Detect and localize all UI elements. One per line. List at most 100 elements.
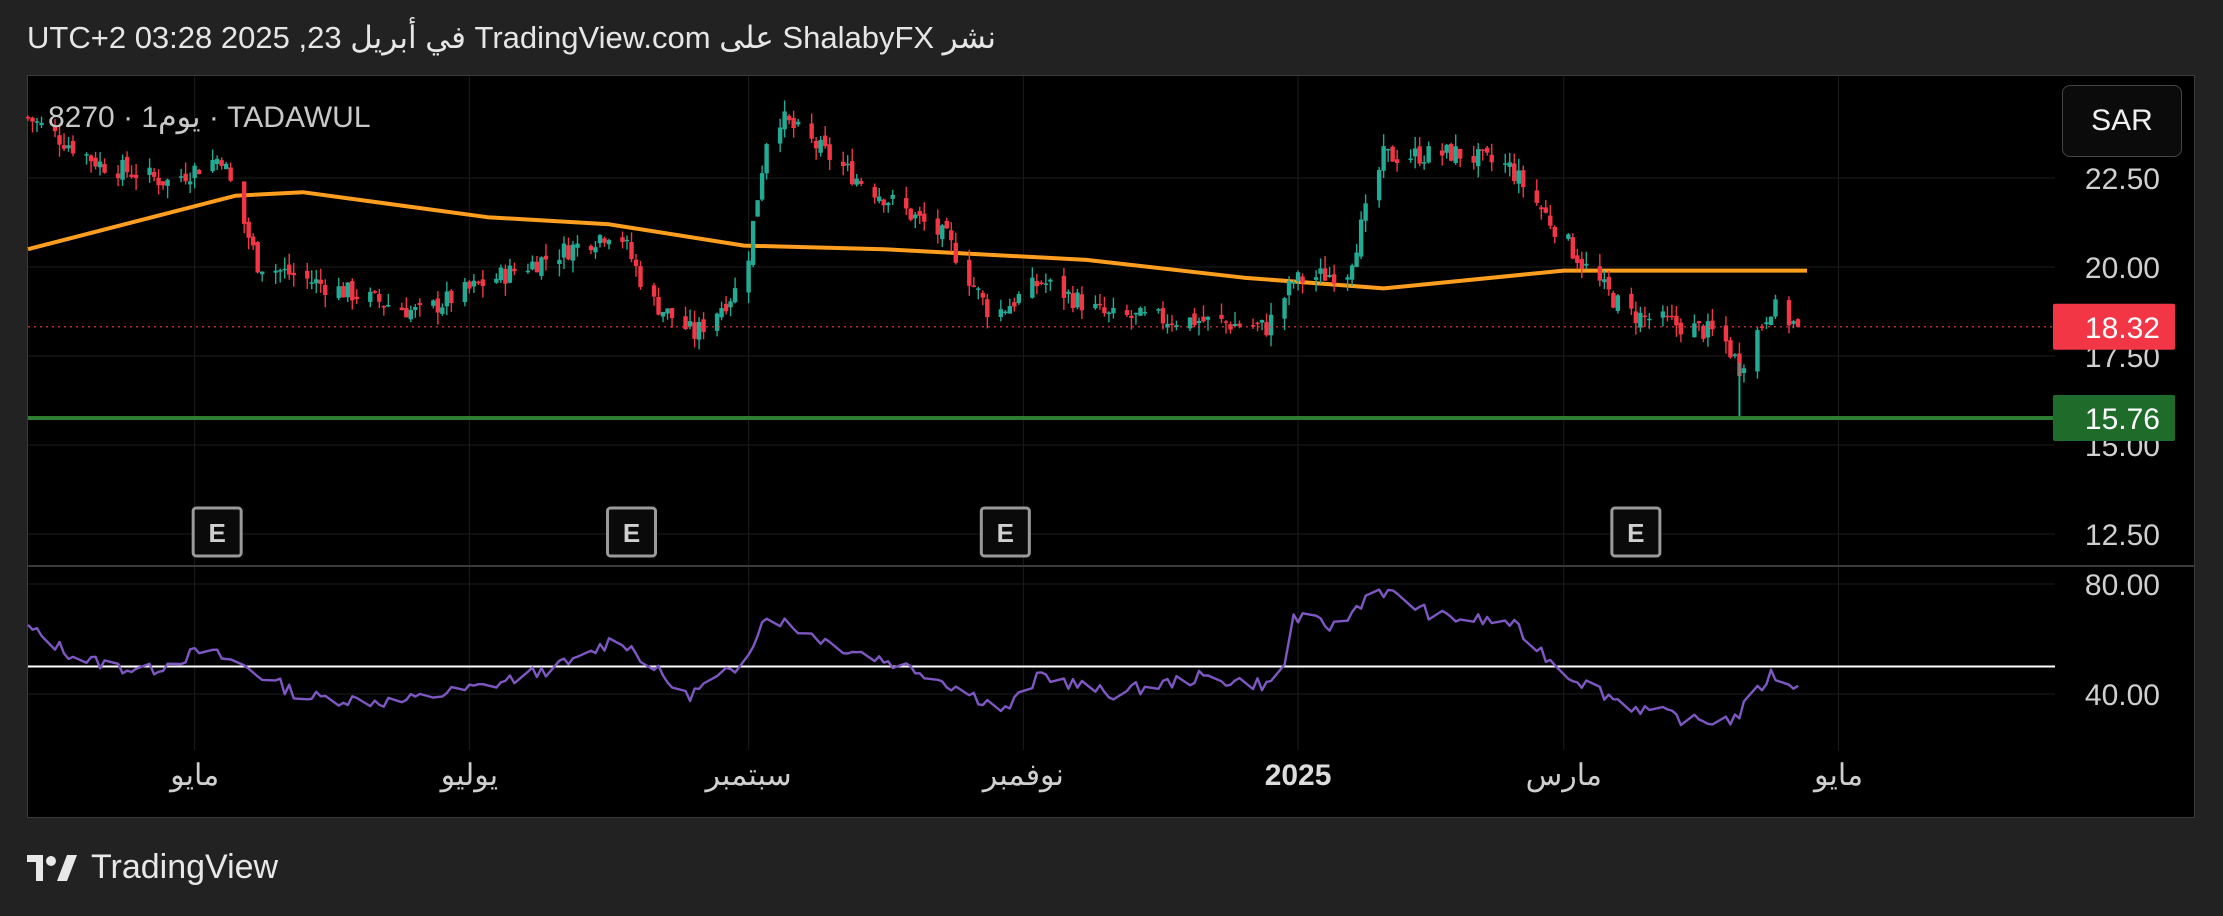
candle-bear (1264, 322, 1269, 336)
earnings-marker[interactable]: E (606, 506, 658, 558)
candle-bull (976, 288, 981, 290)
candle-bear (476, 281, 481, 284)
candle-bull (1660, 311, 1666, 318)
earnings-marker[interactable]: E (1610, 506, 1662, 558)
candle-bear (701, 319, 706, 332)
candle-bull (192, 165, 197, 179)
candle-bull (39, 122, 44, 126)
candle-bull (764, 144, 769, 174)
candle-bull (854, 178, 859, 185)
candle-bull (368, 291, 373, 302)
candle-bear (480, 279, 486, 286)
time-axis-label: مارس (1526, 759, 1602, 793)
candle-bull (1773, 299, 1778, 317)
candle-bull (1444, 144, 1449, 153)
earnings-marker-box[interactable] (979, 506, 1031, 558)
candle-bear (1539, 207, 1544, 210)
candle-bull (890, 194, 895, 199)
candle-bear (822, 135, 828, 147)
candle-bear (809, 123, 814, 139)
candle-bear (1611, 292, 1616, 308)
earnings-marker-label: E (208, 518, 225, 548)
candle-bear (102, 164, 107, 173)
candle-bear (669, 308, 675, 319)
candle-bull (34, 121, 40, 123)
candle-bull (1755, 330, 1760, 372)
candle-bull (1381, 146, 1386, 171)
candle-bull (624, 239, 630, 242)
candle-bear (25, 116, 31, 119)
candle-bear (786, 115, 792, 121)
time-axis-label: يوليو (439, 759, 499, 793)
candle-bull (1106, 312, 1112, 314)
candle-bear (404, 308, 409, 318)
candle-bear (512, 268, 517, 272)
candle-bear (827, 144, 832, 160)
candle-bear (255, 242, 260, 273)
candle-bear (1322, 268, 1328, 281)
candle-bull (845, 163, 850, 166)
candle-bull (1764, 322, 1769, 325)
tradingview-brand-text: TradingView (91, 848, 279, 886)
earnings-marker-box[interactable] (606, 506, 658, 558)
candle-bull (913, 214, 918, 219)
candle-bull (746, 260, 751, 293)
candle-bull (120, 159, 125, 180)
candle-bull (795, 121, 801, 125)
candle-bull (998, 309, 1004, 317)
candle-bull (777, 127, 783, 144)
candle-bull (782, 111, 787, 130)
candle-bear (602, 238, 607, 243)
candle-bear (543, 255, 549, 260)
candle-bear (1079, 294, 1085, 311)
candle-bull (525, 270, 531, 273)
candle-bull (187, 181, 193, 185)
candle-bull (1741, 368, 1747, 373)
moving-average-line (27, 190, 1807, 291)
earnings-marker[interactable]: E (979, 506, 1031, 558)
candle-bear (656, 297, 661, 315)
candle-bear (228, 167, 233, 181)
earnings-marker-box[interactable] (1610, 506, 1662, 558)
earnings-marker[interactable]: E (191, 506, 243, 558)
candle-bull (1111, 307, 1116, 314)
candle-bull (223, 163, 229, 170)
candle-bull (1187, 317, 1193, 329)
candle-bear (287, 264, 292, 275)
candle-bull (84, 154, 89, 156)
candle-bear (1629, 293, 1634, 309)
support-price-tag-bg (2053, 394, 2175, 441)
candle-bear (1512, 163, 1517, 182)
candle-bear (93, 157, 98, 167)
candle-bear (1219, 314, 1224, 319)
candle-bear (1070, 293, 1076, 309)
candle-bear (372, 291, 377, 293)
candle-bear (1678, 322, 1684, 335)
candle-bull (1584, 263, 1589, 266)
candle-bull (440, 307, 445, 314)
currency-button[interactable]: SAR (2062, 85, 2182, 157)
earnings-marker-box[interactable] (191, 506, 243, 558)
candle-bull (530, 261, 535, 270)
candle-bull (1426, 146, 1431, 163)
price-levels-layer (28, 326, 2055, 420)
candle-bull (570, 244, 576, 261)
candle-bear (944, 220, 949, 229)
rsi-line (27, 588, 1799, 727)
tradingview-logo[interactable]: TradingView (27, 848, 278, 887)
publish-info-header: نشر ShalabyFX على TradingView.com في أبر… (27, 20, 997, 55)
candle-bull (714, 313, 720, 331)
candle-bear (1575, 255, 1580, 264)
candle-bear (1471, 155, 1476, 163)
candle-bull (273, 270, 278, 273)
candle-bull (1453, 146, 1458, 163)
candle-bear (922, 213, 927, 222)
time-axis-label: نوفمبر (981, 759, 1064, 793)
candle-bull (282, 268, 287, 271)
candle-bull (1003, 311, 1008, 314)
candle-bull (444, 291, 450, 307)
candle-bull (696, 321, 702, 340)
candle-bull (1043, 283, 1049, 285)
